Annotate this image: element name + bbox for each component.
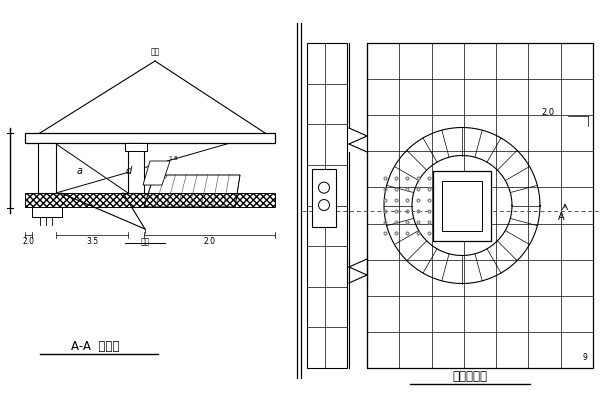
- Bar: [312, 168, 336, 226]
- Text: 4.0: 4.0: [157, 170, 167, 181]
- Bar: [307, 43, 347, 368]
- Text: 桥堤: 桥堤: [151, 47, 160, 56]
- Bar: [433, 170, 491, 240]
- Polygon shape: [143, 161, 170, 185]
- Text: A: A: [558, 213, 565, 222]
- Text: 网垫: 网垫: [140, 237, 149, 246]
- Bar: [442, 181, 482, 230]
- Text: 3.5: 3.5: [86, 237, 98, 246]
- Bar: [38, 143, 56, 193]
- Text: 9: 9: [583, 353, 587, 363]
- Text: 2.0: 2.0: [541, 108, 554, 117]
- Text: a: a: [77, 166, 83, 176]
- Bar: [125, 143, 147, 151]
- Text: A: A: [312, 213, 319, 222]
- Text: 2.0: 2.0: [23, 237, 35, 246]
- Bar: [25, 133, 275, 143]
- Bar: [32, 207, 62, 217]
- Text: 桥墩俯视图: 桥墩俯视图: [452, 369, 487, 382]
- Text: d: d: [126, 166, 132, 176]
- Text: 1.8: 1.8: [168, 156, 178, 162]
- Text: A-A  剖面图: A-A 剖面图: [71, 339, 119, 353]
- Bar: [367, 43, 593, 368]
- Bar: [128, 143, 144, 193]
- Bar: [25, 193, 275, 207]
- Text: 2.0: 2.0: [203, 237, 215, 246]
